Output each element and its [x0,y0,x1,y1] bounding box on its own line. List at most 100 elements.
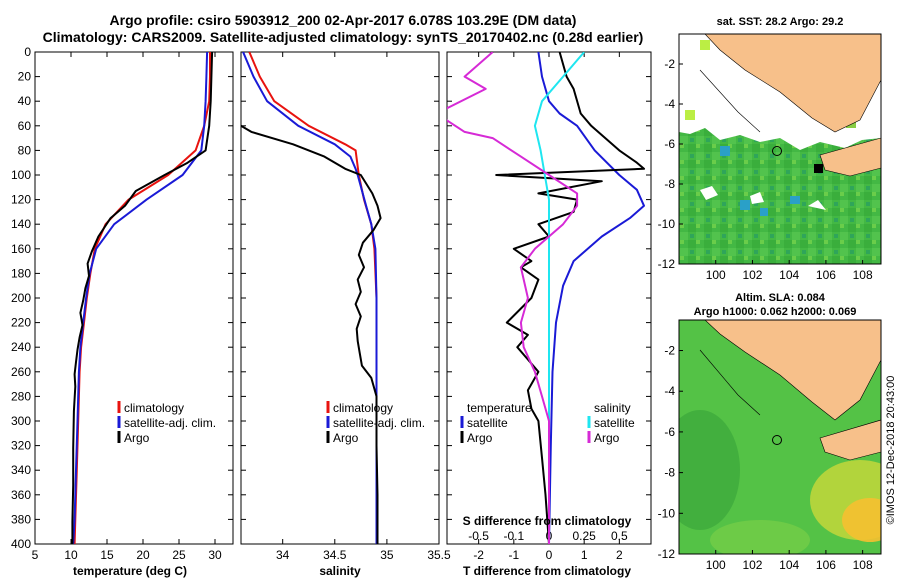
sst-map-axes: 100 102 104 106 108 -2 -4 -6 -8 -10 -12 [658,57,873,282]
map-x-tick-label: 100 [706,558,726,572]
map-x-tick-label: 106 [816,268,836,282]
y-tick-label: 340 [11,463,31,477]
x-tick-label: 35 [380,548,394,562]
x-tick-label: 1 [581,548,588,562]
series-line-s-satellite [533,52,585,544]
x-tick-label: -2 [473,548,484,562]
map-x-tick-label: 100 [706,268,726,282]
legend-label-s-argo: Argo [594,431,620,445]
salinity-series [241,52,382,544]
temperature-plot-area [34,51,234,545]
x-tick-label: 5 [32,548,39,562]
map-x-tick-label: 106 [816,558,836,572]
salinity-plot-area [240,51,440,545]
y-tick-label: 400 [11,537,31,551]
secondary-x-tick-label: 0.5 [611,529,628,543]
series-line-s-argo [447,52,579,544]
y-tick-label: 140 [11,217,31,231]
y-tick-label: 260 [11,365,31,379]
x-tick-label: 25 [172,548,186,562]
x-tick-label: -1 [508,548,519,562]
java-land [819,419,881,461]
y-tick-label: 380 [11,512,31,526]
series-line-t-satellite [537,52,645,544]
map-y-tick-label: -8 [664,177,675,191]
altimetry-map-subtitle: Argo h1000: 0.062 h2000: 0.069 [694,306,857,318]
argo-position-marker [772,146,782,156]
y-tick-label: 0 [24,45,31,59]
temperature-axes: 0 20 40 60 80 100 120 140 160 180 200 220 240 260 280 3… [11,45,233,562]
legend-label-climatology: climatology [333,401,393,415]
map-y-tick-label: -4 [664,384,675,398]
map-y-tick-label: -2 [664,344,675,358]
salinity-xlabel: salinity [319,564,361,578]
map-y-tick-label: -12 [658,547,676,561]
difference-series [447,52,645,544]
map-y-tick-label: -4 [664,97,675,111]
salinity-legend: climatology satellite-adj. clim. Argo [326,401,425,445]
legend-label-s-satellite: satellite [594,416,635,430]
argo-position-marker [772,435,782,445]
sst-map [679,34,881,264]
y-tick-label: 300 [11,414,31,428]
title-line-2: Climatology: CARS2009. Satellite-adjuste… [43,29,644,45]
difference-legend: temperature salinity satellite Argo sate… [460,401,635,528]
x-tick-label: 30 [208,548,222,562]
legend-title-temperature: temperature [467,401,532,415]
watermark: ©IMOS 12-Dec-2018 20:43:00 [885,376,897,525]
y-tick-label: 160 [11,242,31,256]
x-tick-label: 20 [136,548,150,562]
difference-top-label: S difference from climatology [463,514,632,528]
y-tick-label: 40 [18,94,32,108]
secondary-x-tick-label: 0.25 [572,529,596,543]
altimetry-map-axes: 100 102 104 106 108 -2 -4 -6 -8 -10 -12 [658,344,873,572]
map-x-tick-label: 108 [853,268,873,282]
title-line-1: Argo profile: csiro 5903912_200 02-Apr-2… [110,12,577,28]
series-line-argo [241,124,382,544]
map-x-tick-label: 102 [742,558,762,572]
x-tick-label: 0 [546,548,553,562]
map-y-tick-label: -2 [664,57,675,71]
salinity-axes: 34 34.5 35 35.5 [241,51,451,562]
sumatra-land [704,320,881,421]
map-x-tick-label: 104 [779,558,799,572]
map-y-tick-label: -6 [664,137,675,151]
difference-axes: -2 -1 0 1 2-0.5 -0.1 0 0.25 0.5 [447,51,651,562]
x-tick-label: 34.5 [323,548,347,562]
series-line-t-argo [495,52,645,544]
legend-title-salinity: salinity [594,401,631,415]
map-y-tick-label: -12 [658,257,676,271]
secondary-x-tick-label: -0.1 [503,529,524,543]
map-y-tick-label: -10 [658,506,676,520]
temperature-series [71,52,214,544]
y-tick-label: 60 [18,119,32,133]
temperature-xlabel: temperature (deg C) [73,564,187,578]
reference-square-marker [814,164,823,173]
series-line-argo [71,52,214,544]
altimetry-map [679,320,881,554]
y-tick-label: 120 [11,193,31,207]
y-tick-label: 220 [11,316,31,330]
legend-label-climatology: climatology [124,401,184,415]
secondary-x-tick-label: -0.5 [468,529,489,543]
series-line-satellite-adj-clim- [72,52,209,544]
y-tick-label: 360 [11,488,31,502]
series-line-satellite-adj-clim- [242,52,378,544]
map-x-tick-label: 102 [742,268,762,282]
y-tick-label: 80 [18,143,32,157]
x-tick-label: 15 [100,548,114,562]
y-tick-label: 200 [11,291,31,305]
x-tick-label: 10 [64,548,78,562]
map-y-tick-label: -8 [664,466,675,480]
legend-label-argo: Argo [124,431,150,445]
map-x-tick-label: 104 [779,268,799,282]
legend-label-satellite: satellite-adj. clim. [333,416,425,430]
sst-map-title: sat. SST: 28.2 Argo: 29.2 [717,16,844,28]
legend-label-satellite: satellite-adj. clim. [124,416,216,430]
y-tick-label: 180 [11,266,31,280]
x-tick-label: 2 [616,548,623,562]
y-tick-label: 240 [11,340,31,354]
y-tick-label: 280 [11,389,31,403]
y-tick-label: 20 [18,70,32,84]
